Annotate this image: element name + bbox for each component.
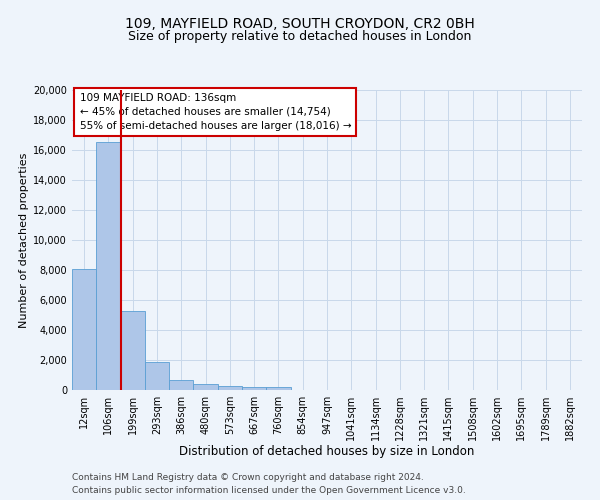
Bar [121, 310, 145, 390]
Bar [266, 387, 290, 390]
Bar [72, 268, 96, 390]
Text: Contains public sector information licensed under the Open Government Licence v3: Contains public sector information licen… [72, 486, 466, 495]
Bar [242, 386, 266, 390]
X-axis label: Distribution of detached houses by size in London: Distribution of detached houses by size … [179, 444, 475, 458]
Bar [218, 386, 242, 390]
Y-axis label: Number of detached properties: Number of detached properties [19, 152, 29, 328]
Bar [193, 384, 218, 390]
Text: 109, MAYFIELD ROAD, SOUTH CROYDON, CR2 0BH: 109, MAYFIELD ROAD, SOUTH CROYDON, CR2 0… [125, 18, 475, 32]
Text: Size of property relative to detached houses in London: Size of property relative to detached ho… [128, 30, 472, 43]
Bar [145, 362, 169, 390]
Text: Contains HM Land Registry data © Crown copyright and database right 2024.: Contains HM Land Registry data © Crown c… [72, 472, 424, 482]
Bar [96, 142, 121, 390]
Text: 109 MAYFIELD ROAD: 136sqm
← 45% of detached houses are smaller (14,754)
55% of s: 109 MAYFIELD ROAD: 136sqm ← 45% of detac… [80, 93, 351, 131]
Bar [169, 380, 193, 390]
